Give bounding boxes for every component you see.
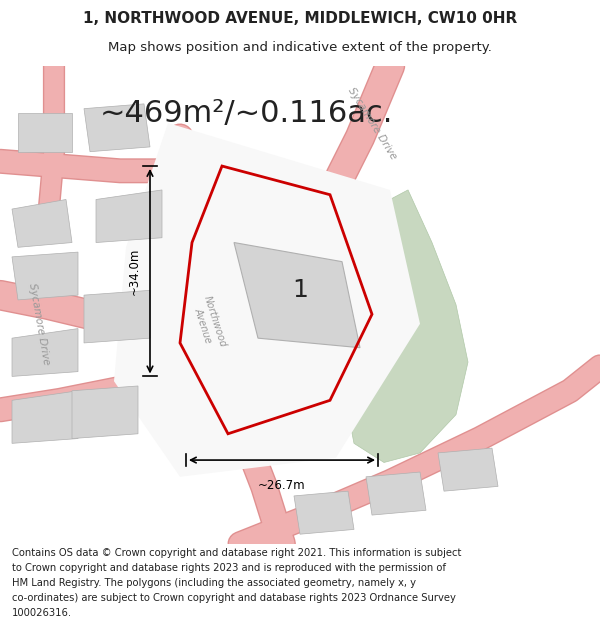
Polygon shape [342, 190, 468, 462]
Text: Sycamore Drive: Sycamore Drive [27, 282, 51, 366]
Text: 100026316.: 100026316. [12, 608, 72, 618]
Polygon shape [84, 291, 150, 343]
Text: 1: 1 [292, 278, 308, 302]
Polygon shape [72, 386, 138, 439]
Polygon shape [114, 123, 420, 477]
Polygon shape [294, 491, 354, 534]
Text: Sycamore Drive: Sycamore Drive [346, 85, 398, 161]
Polygon shape [234, 242, 360, 348]
Polygon shape [12, 252, 78, 300]
Text: Contains OS data © Crown copyright and database right 2021. This information is : Contains OS data © Crown copyright and d… [12, 548, 461, 558]
Polygon shape [96, 190, 162, 242]
Text: Map shows position and indicative extent of the property.: Map shows position and indicative extent… [108, 41, 492, 54]
Polygon shape [12, 199, 72, 248]
Polygon shape [12, 391, 78, 443]
Polygon shape [84, 104, 150, 152]
Text: co-ordinates) are subject to Crown copyright and database rights 2023 Ordnance S: co-ordinates) are subject to Crown copyr… [12, 593, 456, 603]
Text: ~469m²/~0.116ac.: ~469m²/~0.116ac. [100, 99, 392, 128]
Polygon shape [366, 472, 426, 515]
Text: ~26.7m: ~26.7m [258, 479, 306, 492]
Text: to Crown copyright and database rights 2023 and is reproduced with the permissio: to Crown copyright and database rights 2… [12, 563, 446, 573]
Text: ~34.0m: ~34.0m [128, 248, 141, 295]
Text: HM Land Registry. The polygons (including the associated geometry, namely x, y: HM Land Registry. The polygons (includin… [12, 578, 416, 588]
Polygon shape [18, 114, 72, 152]
Polygon shape [12, 329, 78, 376]
Text: Northwood
Avenue: Northwood Avenue [190, 295, 228, 352]
Text: 1, NORTHWOOD AVENUE, MIDDLEWICH, CW10 0HR: 1, NORTHWOOD AVENUE, MIDDLEWICH, CW10 0H… [83, 11, 517, 26]
Polygon shape [438, 448, 498, 491]
